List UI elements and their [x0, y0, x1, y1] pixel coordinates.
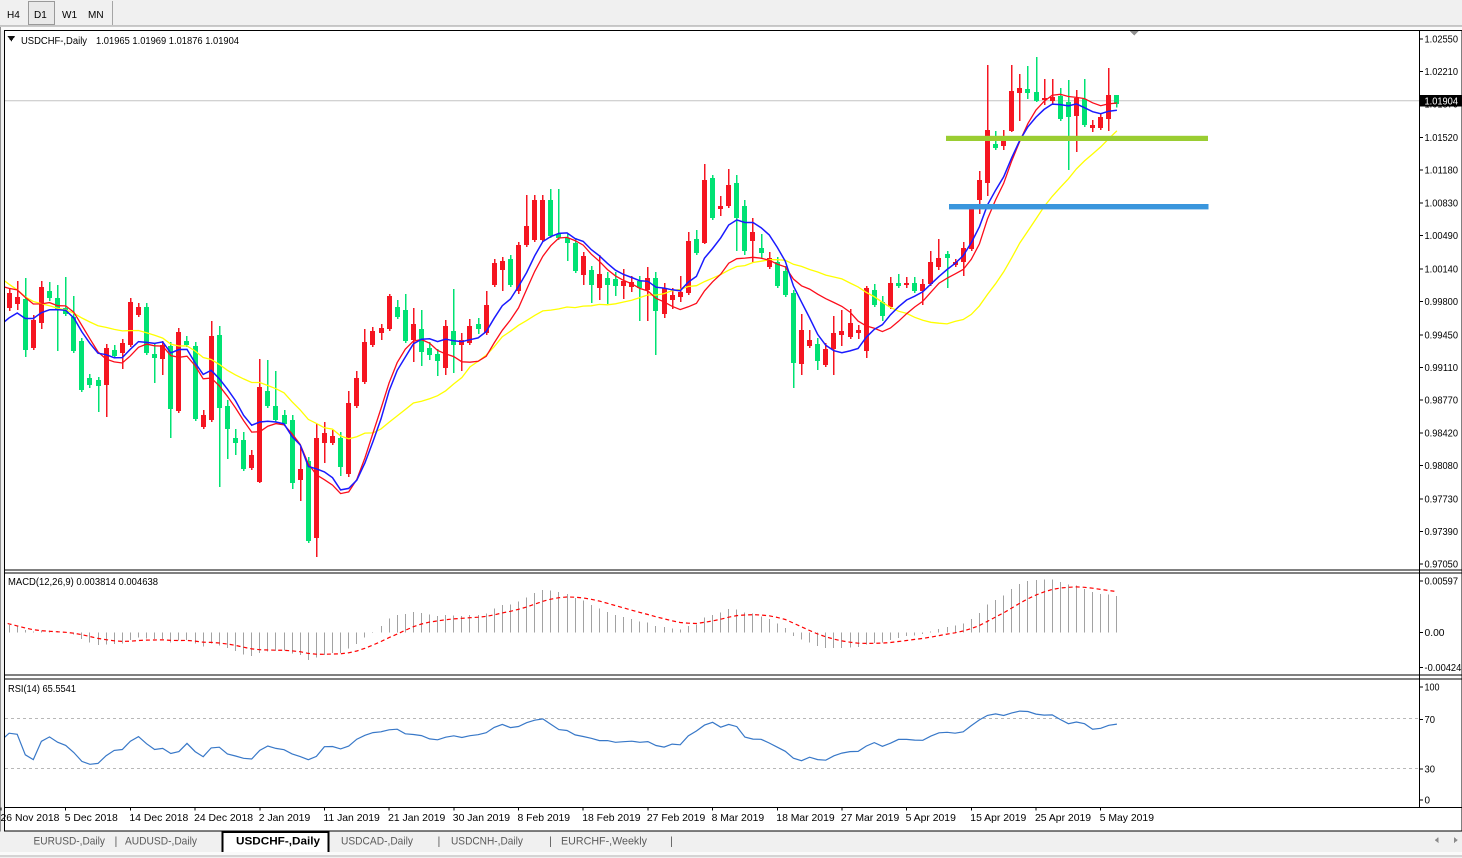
svg-text:USDCHF-,Daily: USDCHF-,Daily	[236, 836, 321, 848]
svg-text:D1: D1	[34, 10, 47, 21]
svg-text:|: |	[438, 836, 441, 848]
svg-text:15 Apr 2019: 15 Apr 2019	[970, 813, 1026, 824]
svg-text:|: |	[115, 836, 118, 848]
svg-text:0: 0	[1425, 796, 1431, 807]
svg-text:0.97390: 0.97390	[1425, 527, 1459, 538]
svg-text:18 Feb 2019: 18 Feb 2019	[582, 813, 641, 824]
svg-text:AUDUSD-,Daily: AUDUSD-,Daily	[125, 836, 197, 848]
svg-text:8 Feb 2019: 8 Feb 2019	[518, 813, 571, 824]
svg-text:5 May 2019: 5 May 2019	[1100, 813, 1155, 824]
svg-text:30 Jan 2019: 30 Jan 2019	[453, 813, 510, 824]
svg-text:RSI(14) 65.5541: RSI(14) 65.5541	[8, 684, 76, 695]
svg-text:18 Mar 2019: 18 Mar 2019	[776, 813, 835, 824]
svg-text:1.00140: 1.00140	[1425, 265, 1459, 276]
svg-text:USDCNH-,Daily: USDCNH-,Daily	[451, 836, 523, 848]
svg-text:|: |	[670, 836, 673, 848]
svg-text:1.02210: 1.02210	[1425, 67, 1459, 78]
svg-text:27 Mar 2019: 27 Mar 2019	[841, 813, 900, 824]
svg-text:0.97050: 0.97050	[1425, 560, 1459, 571]
svg-text:1.01904: 1.01904	[1425, 97, 1459, 108]
svg-text:EURCHF-,Weekly: EURCHF-,Weekly	[561, 836, 647, 848]
svg-text:25 Apr 2019: 25 Apr 2019	[1035, 813, 1091, 824]
svg-text:W1: W1	[62, 10, 77, 21]
svg-text:5 Dec 2018: 5 Dec 2018	[65, 813, 118, 824]
svg-text:5 Apr 2019: 5 Apr 2019	[906, 813, 956, 824]
svg-text:EURUSD-,Daily: EURUSD-,Daily	[34, 836, 106, 848]
svg-text:1.00490: 1.00490	[1425, 231, 1459, 242]
svg-text:0.00: 0.00	[1425, 628, 1445, 639]
svg-text:1.02550: 1.02550	[1425, 35, 1459, 46]
svg-text:0.99450: 0.99450	[1425, 330, 1459, 341]
svg-text:0.99800: 0.99800	[1425, 297, 1459, 308]
svg-text:24 Dec 2018: 24 Dec 2018	[194, 813, 253, 824]
svg-text:0.98770: 0.98770	[1425, 395, 1459, 406]
svg-text:1.00830: 1.00830	[1425, 199, 1459, 210]
svg-text:0.98080: 0.98080	[1425, 461, 1459, 472]
svg-text:14 Dec 2018: 14 Dec 2018	[129, 813, 188, 824]
svg-text:2 Jan 2019: 2 Jan 2019	[259, 813, 311, 824]
svg-text:0.99110: 0.99110	[1425, 363, 1459, 374]
svg-text:11 Jan 2019: 11 Jan 2019	[323, 813, 380, 824]
svg-text:8 Mar 2019: 8 Mar 2019	[712, 813, 765, 824]
svg-text:MACD(12,26,9) 0.003814 0.00463: MACD(12,26,9) 0.003814 0.004638	[8, 577, 158, 588]
svg-text:USDCAD-,Daily: USDCAD-,Daily	[341, 836, 413, 848]
svg-text:USDCHF-,Daily: USDCHF-,Daily	[21, 36, 87, 47]
svg-text:1.01520: 1.01520	[1425, 133, 1459, 144]
svg-text:1.01965 1.01969 1.01876 1.0190: 1.01965 1.01969 1.01876 1.01904	[96, 36, 239, 47]
svg-text:30: 30	[1425, 765, 1436, 776]
svg-text:H4: H4	[7, 10, 20, 21]
svg-text:0.98420: 0.98420	[1425, 429, 1459, 440]
svg-text:-0.004243: -0.004243	[1425, 663, 1462, 674]
svg-text:27 Feb 2019: 27 Feb 2019	[647, 813, 706, 824]
svg-text:70: 70	[1425, 715, 1436, 726]
svg-text:100: 100	[1425, 683, 1440, 694]
svg-text:MN: MN	[88, 10, 104, 21]
svg-text:0.00597: 0.00597	[1425, 577, 1459, 588]
svg-text:0.97730: 0.97730	[1425, 495, 1459, 506]
svg-text:|: |	[549, 836, 552, 848]
svg-text:1.01180: 1.01180	[1425, 165, 1459, 176]
svg-text:26 Nov 2018: 26 Nov 2018	[1, 813, 60, 824]
svg-text:21 Jan 2019: 21 Jan 2019	[388, 813, 445, 824]
